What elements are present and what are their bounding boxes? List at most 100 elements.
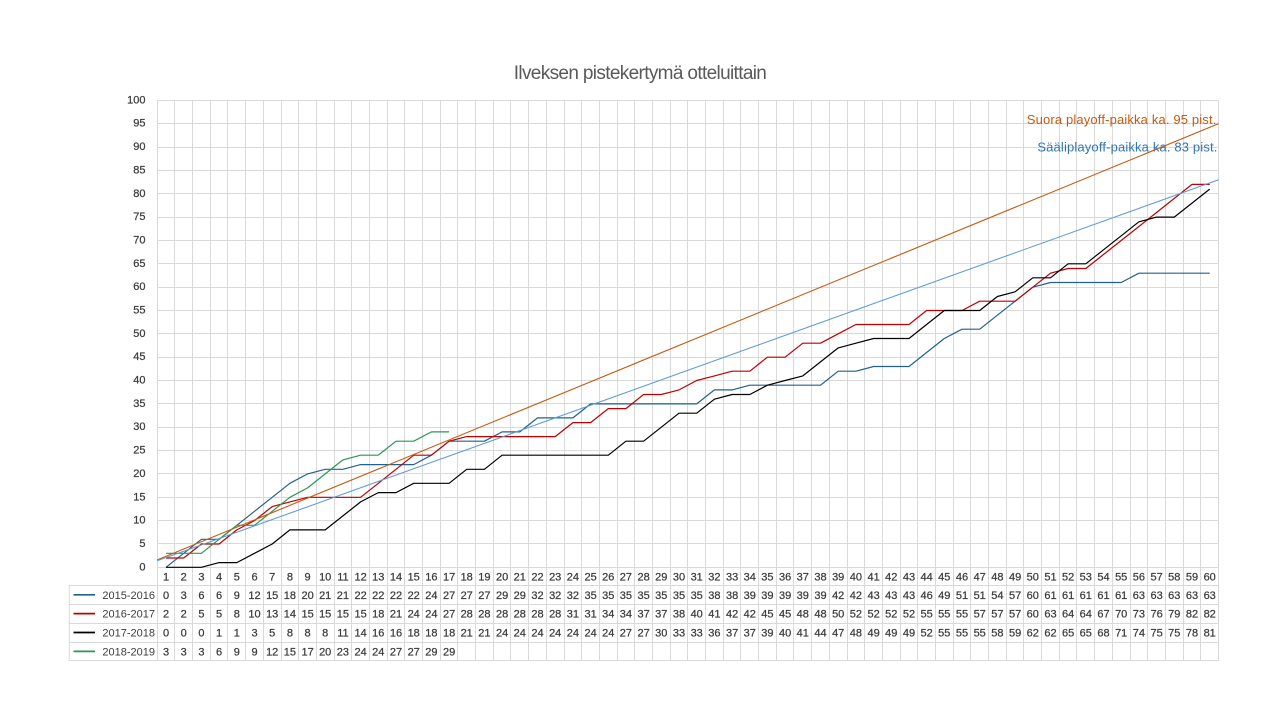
svg-text:47: 47 [832,628,844,640]
svg-text:61: 61 [1097,590,1109,602]
svg-text:57: 57 [1009,590,1021,602]
svg-text:39: 39 [797,590,809,602]
svg-text:22: 22 [408,590,420,602]
svg-text:1: 1 [216,628,222,640]
svg-text:61: 61 [1080,590,1092,602]
svg-text:62: 62 [1044,628,1056,640]
svg-text:2: 2 [163,609,169,621]
svg-text:34: 34 [602,609,614,621]
svg-text:Suora playoff-paikka ka. 95 pi: Suora playoff-paikka ka. 95 pist. [1027,112,1217,127]
svg-text:28: 28 [637,571,649,583]
svg-text:3: 3 [251,628,257,640]
svg-text:11: 11 [337,571,348,583]
svg-text:61: 61 [1062,590,1074,602]
svg-text:60: 60 [1204,571,1216,583]
svg-text:81: 81 [1204,628,1216,640]
svg-text:75: 75 [133,211,145,223]
svg-text:3: 3 [198,571,204,583]
svg-text:24: 24 [584,628,596,640]
svg-text:24: 24 [425,609,437,621]
svg-text:80: 80 [133,188,145,200]
svg-text:12: 12 [354,571,366,583]
svg-text:25: 25 [584,571,596,583]
svg-text:38: 38 [708,590,720,602]
svg-text:42: 42 [885,571,897,583]
svg-text:24: 24 [496,628,508,640]
svg-text:15: 15 [337,609,349,621]
svg-text:46: 46 [920,590,932,602]
svg-text:6: 6 [251,571,257,583]
svg-text:20: 20 [133,468,145,480]
svg-text:60: 60 [1027,590,1039,602]
svg-text:21: 21 [337,590,349,602]
svg-text:8: 8 [322,628,328,640]
svg-text:34: 34 [744,571,756,583]
svg-text:40: 40 [691,609,703,621]
svg-text:54: 54 [1097,571,1109,583]
svg-text:55: 55 [956,609,968,621]
svg-text:17: 17 [301,646,313,658]
svg-text:0: 0 [198,628,204,640]
svg-text:35: 35 [691,590,703,602]
svg-text:31: 31 [567,609,579,621]
svg-text:37: 37 [637,609,649,621]
svg-text:8: 8 [287,628,293,640]
svg-text:58: 58 [1168,571,1180,583]
svg-text:51: 51 [974,590,986,602]
svg-text:7: 7 [269,571,275,583]
svg-text:67: 67 [1097,609,1109,621]
svg-text:24: 24 [549,628,561,640]
svg-text:8: 8 [287,571,293,583]
svg-text:51: 51 [956,590,968,602]
svg-text:57: 57 [991,609,1003,621]
svg-text:76: 76 [1150,609,1162,621]
svg-text:2016-2017: 2016-2017 [102,609,155,621]
svg-text:5: 5 [216,609,222,621]
svg-text:41: 41 [797,628,809,640]
svg-text:41: 41 [867,571,879,583]
svg-text:33: 33 [673,628,685,640]
svg-text:60: 60 [1027,609,1039,621]
svg-text:61: 61 [1044,590,1056,602]
svg-text:55: 55 [956,628,968,640]
svg-text:30: 30 [655,628,667,640]
svg-text:60: 60 [133,281,145,293]
svg-text:59: 59 [1186,571,1198,583]
svg-text:82: 82 [1204,609,1216,621]
svg-text:58: 58 [991,628,1003,640]
svg-text:78: 78 [1186,628,1198,640]
svg-text:63: 63 [1150,590,1162,602]
svg-text:24: 24 [567,571,579,583]
svg-text:27: 27 [443,609,455,621]
svg-text:16: 16 [372,628,384,640]
svg-text:44: 44 [814,628,826,640]
svg-text:39: 39 [744,590,756,602]
svg-text:2018-2019: 2018-2019 [102,646,155,658]
svg-text:63: 63 [1168,590,1180,602]
svg-text:38: 38 [814,571,826,583]
svg-text:6: 6 [198,590,204,602]
svg-text:28: 28 [549,609,561,621]
svg-text:28: 28 [461,609,473,621]
svg-text:57: 57 [1150,571,1162,583]
svg-text:55: 55 [938,609,950,621]
svg-text:79: 79 [1168,609,1180,621]
svg-text:35: 35 [602,590,614,602]
svg-text:73: 73 [1133,609,1145,621]
svg-text:27: 27 [390,646,402,658]
svg-text:Sääliplayoff-paikka ka. 83 pis: Sääliplayoff-paikka ka. 83 pist. [1037,140,1217,155]
svg-text:6: 6 [216,590,222,602]
svg-text:46: 46 [956,571,968,583]
svg-text:10: 10 [133,515,145,527]
svg-text:49: 49 [885,628,897,640]
svg-text:5: 5 [269,628,275,640]
svg-text:37: 37 [744,628,756,640]
svg-text:21: 21 [319,590,331,602]
svg-text:31: 31 [691,571,703,583]
svg-text:29: 29 [496,590,508,602]
svg-text:29: 29 [655,571,667,583]
svg-text:24: 24 [514,628,526,640]
svg-text:23: 23 [549,571,561,583]
svg-text:13: 13 [372,571,384,583]
svg-text:65: 65 [1062,628,1074,640]
